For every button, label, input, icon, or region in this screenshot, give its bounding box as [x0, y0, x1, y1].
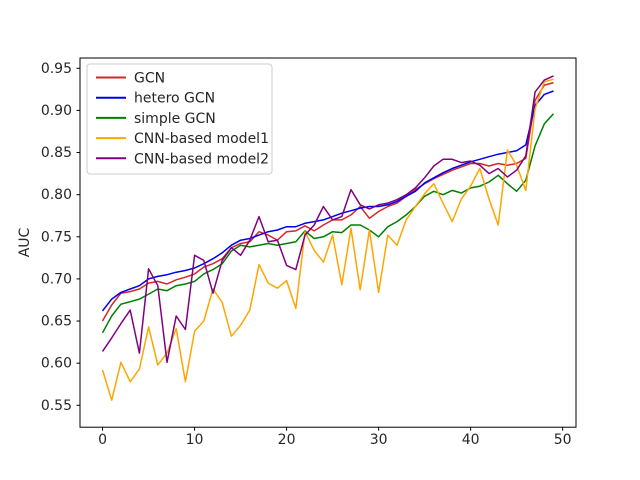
- legend-label-cnn-based-model2: CNN-based model2: [134, 151, 269, 167]
- y-tick-label: 0.90: [41, 103, 72, 119]
- x-tick-label: 30: [370, 432, 388, 448]
- series-line-simple-gcn: [101, 113, 555, 334]
- x-tick-label: 10: [186, 432, 204, 448]
- x-tick-label: 20: [278, 432, 296, 448]
- y-tick-label: 0.75: [41, 229, 72, 245]
- series-line-cnn-based-model2: [101, 75, 554, 364]
- x-tick-label: 40: [462, 432, 480, 448]
- y-tick-label: 0.55: [41, 398, 72, 414]
- legend-label-gcn: GCN: [134, 71, 165, 87]
- legend-label-simple-gcn: simple GCN: [134, 111, 216, 127]
- series-line-hetero-gcn: [101, 90, 554, 312]
- y-tick-label: 0.65: [41, 314, 72, 330]
- y-tick-label: 0.85: [41, 145, 72, 161]
- legend: GCN hetero GCN simple GCN CNN-based model1 C…: [86, 63, 273, 175]
- y-tick-label: 0.60: [41, 356, 72, 372]
- plot-border: [79, 57, 577, 428]
- legend-box: [86, 63, 273, 175]
- legend-label-cnn-based-model1: CNN-based model1: [134, 131, 269, 147]
- x-tick-label: 0: [98, 432, 107, 448]
- y-tick-label: 0.70: [41, 271, 72, 287]
- y-tick-label: 0.80: [41, 187, 72, 203]
- x-tick-label: 50: [554, 432, 572, 448]
- series-line-cnn-based-model1: [101, 78, 554, 401]
- y-tick-label: 0.95: [41, 61, 72, 77]
- legend-label-hetero-gcn: hetero GCN: [134, 91, 215, 107]
- series-line-gcn: [101, 81, 554, 322]
- y-axis-label: AUC: [17, 227, 33, 257]
